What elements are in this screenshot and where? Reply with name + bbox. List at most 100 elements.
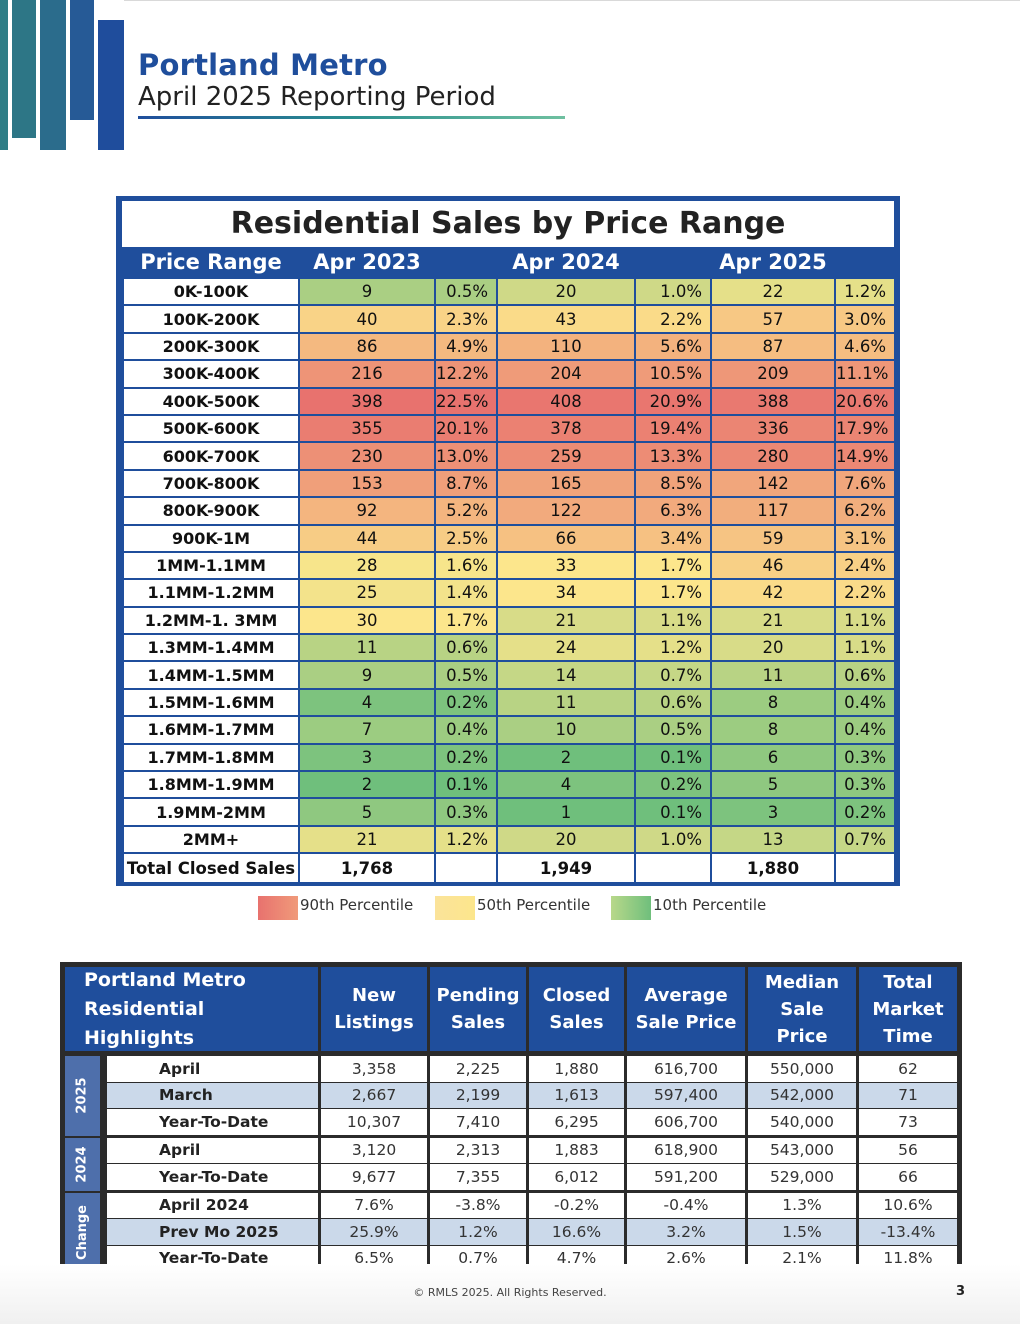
sales-count-cell: 3 [710, 797, 836, 827]
sales-percent-cell: 1.7% [434, 605, 498, 636]
sales-percent-cell: 0.2% [434, 742, 498, 773]
highlights-row: Prev Mo 2025 25.9% 1.2% 16.6% 3.2% 1.5% -13.4% [107, 1219, 957, 1245]
total-apr-2023: 1,768 [298, 852, 436, 885]
page-title: Portland Metro [138, 48, 388, 82]
median-sale-price-cell: 543,000 [748, 1137, 856, 1163]
sales-count-cell: 230 [298, 441, 436, 471]
column-header-apr-2024: Apr 2024 [497, 247, 635, 278]
sales-count-cell: 5 [298, 797, 436, 827]
sales-percent-cell: 0.2% [834, 797, 896, 827]
sales-percent-cell: 1.2% [634, 633, 712, 663]
price-range-label: 1.7MM-1.8MM [122, 742, 300, 773]
price-range-label: 1.6MM-1.7MM [122, 715, 300, 745]
sales-percent-cell: 20.1% [434, 413, 498, 444]
sales-count-cell: 21 [298, 824, 436, 855]
sales-count-cell: 1 [496, 797, 636, 827]
highlights-body: 2025 April 3,358 2,225 1,880 616,700 550,000 62… [65, 1056, 957, 1272]
new-listings-cell: 2,667 [321, 1082, 427, 1108]
price-range-label: 1.5MM-1.6MM [122, 687, 300, 718]
sales-count-cell: 259 [496, 441, 636, 471]
header-closed-sales: Closed Sales [529, 967, 624, 1051]
legend-swatch-10th [611, 896, 651, 920]
sales-count-cell: 20 [496, 276, 636, 307]
group-rows: April 2024 7.6% -3.8% -0.2% -0.4% 1.3% 10.6% Pr… [107, 1192, 957, 1273]
logo-bar [0, 0, 8, 150]
column-header-spacer [835, 247, 895, 278]
logo-bar [70, 0, 94, 120]
sales-count-cell: 33 [496, 550, 636, 581]
group-side-label: 2025 [65, 1056, 100, 1136]
sales-percent-cell: 0.7% [834, 824, 896, 855]
price-range-row: 2MM+ 21 1.2% 20 1.0% 13 0.7% [122, 824, 896, 855]
price-range-row: 1.5MM-1.6MM 4 0.2% 11 0.6% 8 0.4% [122, 687, 896, 718]
sales-count-cell: 21 [496, 605, 636, 636]
sales-percent-cell: 1.7% [634, 578, 712, 608]
pending-sales-cell: 1.2% [430, 1219, 526, 1245]
price-range-row: 1.8MM-1.9MM 2 0.1% 4 0.2% 5 0.3% [122, 770, 896, 800]
total-spacer [634, 852, 712, 885]
median-sale-price-cell: 1.5% [748, 1219, 856, 1245]
price-range-label: 200K-300K [122, 331, 300, 362]
sales-percent-cell: 0.5% [434, 660, 498, 690]
copyright: © RMLS 2025. All Rights Reserved. [413, 1286, 607, 1299]
sales-percent-cell: 13.0% [434, 441, 498, 471]
sales-count-cell: 10 [496, 715, 636, 745]
row-label: April [107, 1137, 318, 1163]
sales-count-cell: 4 [298, 687, 436, 718]
highlights-row: Year-To-Date 9,677 7,355 6,012 591,200 529,00… [107, 1164, 957, 1190]
sales-count-cell: 43 [496, 304, 636, 334]
sales-count-cell: 9 [298, 276, 436, 307]
highlights-group: 2025 April 3,358 2,225 1,880 616,700 550,000 62… [65, 1056, 957, 1136]
total-market-time-cell: 56 [859, 1137, 957, 1163]
highlights-row: April 2024 7.6% -3.8% -0.2% -0.4% 1.3% 10.6% [107, 1192, 957, 1218]
price-range-row: 500K-600K 355 20.1% 378 19.4% 336 17.9% [122, 413, 896, 444]
sales-count-cell: 13 [710, 824, 836, 855]
average-sale-price-cell: 591,200 [627, 1164, 745, 1190]
price-range-row: 1.7MM-1.8MM 3 0.2% 2 0.1% 6 0.3% [122, 742, 896, 773]
price-range-row: 200K-300K 86 4.9% 110 5.6% 87 4.6% [122, 331, 896, 362]
sales-percent-cell: 19.4% [634, 413, 712, 444]
sales-count-cell: 34 [496, 578, 636, 608]
legend-label-90th: 90th Percentile [300, 896, 414, 914]
sales-percent-cell: 1.1% [834, 605, 896, 636]
sales-percent-cell: 2.5% [434, 523, 498, 553]
sales-count-cell: 24 [496, 633, 636, 663]
sales-count-cell: 7 [298, 715, 436, 745]
price-range-row: 900K-1M 44 2.5% 66 3.4% 59 3.1% [122, 523, 896, 553]
sales-count-cell: 59 [710, 523, 836, 553]
total-market-time-cell: 73 [859, 1109, 957, 1135]
price-range-row: 1.4MM-1.5MM 9 0.5% 14 0.7% 11 0.6% [122, 660, 896, 690]
sales-percent-cell: 2.2% [834, 578, 896, 608]
new-listings-cell: 3,358 [321, 1056, 427, 1082]
total-closed-sales-row: Total Closed Sales 1,768 1,949 1,880 [122, 852, 896, 885]
sales-count-cell: 142 [710, 468, 836, 499]
price-range-label: 700K-800K [122, 468, 300, 499]
column-header-apr-2025: Apr 2025 [711, 247, 835, 278]
sales-count-cell: 20 [496, 824, 636, 855]
median-sale-price-cell: 1.3% [748, 1192, 856, 1218]
price-range-label: 1.3MM-1.4MM [122, 633, 300, 663]
price-range-row: 600K-700K 230 13.0% 259 13.3% 280 14.9% [122, 441, 896, 471]
logo-bar [12, 0, 36, 138]
average-sale-price-cell: 616,700 [627, 1056, 745, 1082]
sales-percent-cell: 0.3% [434, 797, 498, 827]
sales-percent-cell: 8.5% [634, 468, 712, 499]
price-range-row: 100K-200K 40 2.3% 43 2.2% 57 3.0% [122, 304, 896, 334]
highlights-row: April 3,358 2,225 1,880 616,700 550,000 62 [107, 1056, 957, 1082]
price-range-table-title: Residential Sales by Price Range [122, 201, 894, 247]
price-range-row: 300K-400K 216 12.2% 204 10.5% 209 11.1% [122, 359, 896, 389]
total-market-time-cell: 66 [859, 1164, 957, 1190]
total-apr-2025: 1,880 [710, 852, 836, 885]
highlights-row: Year-To-Date 10,307 7,410 6,295 606,700 540,0… [107, 1109, 957, 1135]
price-range-label: 100K-200K [122, 304, 300, 334]
sales-percent-cell: 13.3% [634, 441, 712, 471]
highlights-group: 2024 April 3,120 2,313 1,883 618,900 543,000 56… [65, 1137, 957, 1191]
highlights-title-line1: Portland Metro [84, 968, 246, 991]
sales-count-cell: 4 [496, 770, 636, 800]
pending-sales-cell: 7,410 [430, 1109, 526, 1135]
sales-percent-cell: 2.4% [834, 550, 896, 581]
sales-percent-cell: 0.4% [834, 715, 896, 745]
total-apr-2024: 1,949 [496, 852, 636, 885]
row-label: Year-To-Date [107, 1164, 318, 1190]
sales-percent-cell: 5.6% [634, 331, 712, 362]
